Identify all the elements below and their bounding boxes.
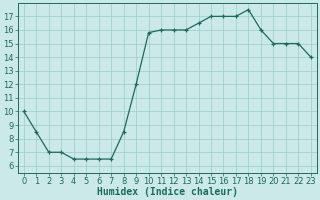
X-axis label: Humidex (Indice chaleur): Humidex (Indice chaleur) (97, 187, 238, 197)
